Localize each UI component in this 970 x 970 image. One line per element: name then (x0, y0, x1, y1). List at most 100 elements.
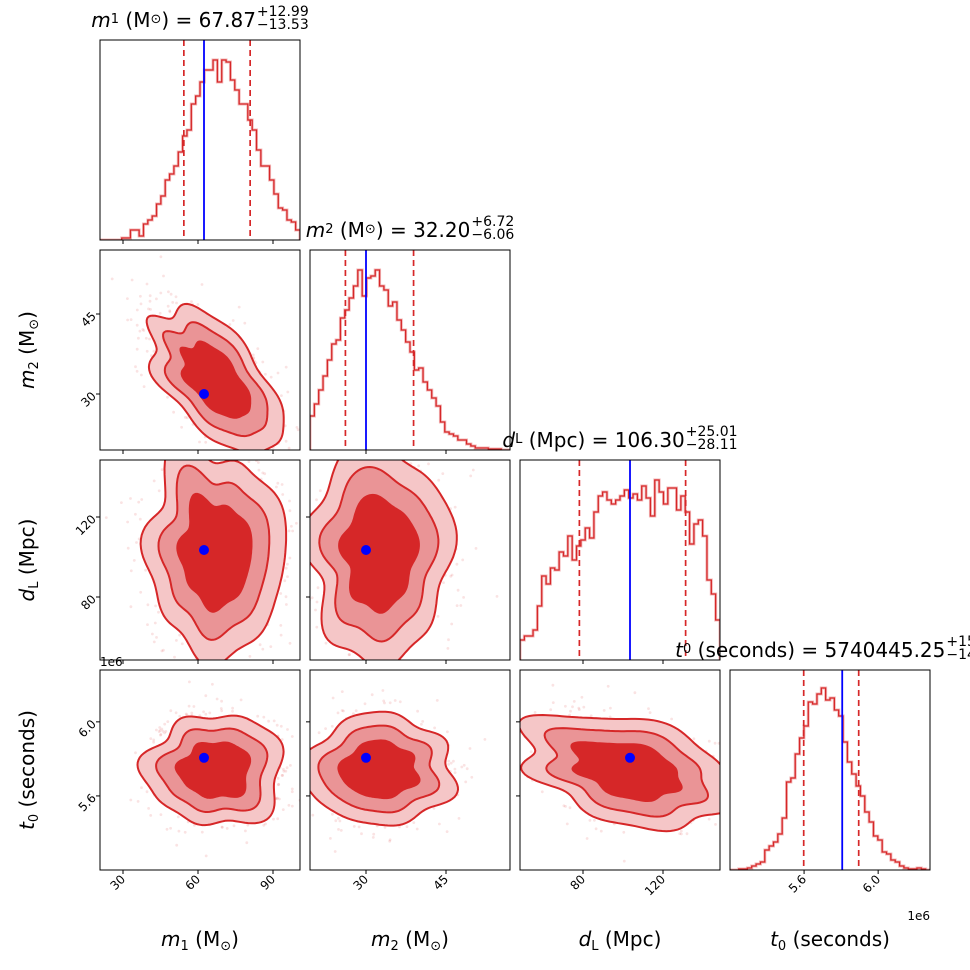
param-symbol: t (770, 927, 778, 951)
sample-point (262, 715, 266, 719)
sample-point (158, 726, 162, 729)
sample-point (588, 819, 592, 822)
sample-point (447, 759, 451, 763)
sample-point (221, 663, 224, 666)
sample-point (348, 653, 351, 656)
sample-point (551, 683, 555, 687)
histogram-m1 (100, 59, 300, 240)
sample-point (228, 323, 232, 326)
sample-point (743, 811, 746, 814)
sample-point (465, 767, 469, 771)
sample-point (348, 441, 351, 444)
sample-point (286, 575, 289, 578)
param-symbol: d (15, 588, 39, 602)
sample-point (132, 559, 136, 562)
title-t0: t0 (seconds) = 5740445.25+155−142 (675, 635, 970, 663)
sample-point (333, 850, 337, 853)
sample-point (738, 806, 741, 809)
sample-point (174, 295, 178, 299)
contour-panel-m1-m2: 30 45 (78, 249, 301, 454)
sample-point (159, 733, 163, 736)
sample-point (568, 806, 572, 810)
sample-point (304, 800, 307, 803)
sample-point (721, 785, 724, 788)
sample-point (248, 655, 252, 658)
sample-point (195, 679, 198, 682)
sample-point (135, 308, 139, 312)
sample-point (138, 329, 142, 333)
sample-point (204, 854, 208, 858)
sample-point (419, 451, 422, 454)
sample-point (315, 625, 319, 629)
x-axis-label-m1: m1 (M⊙) (161, 929, 239, 953)
sample-point (147, 807, 150, 810)
panel-frame (519, 459, 721, 661)
sample-point (258, 643, 262, 647)
sample-point (169, 826, 172, 830)
y-tick-label: 80 (78, 592, 99, 613)
sample-point (287, 803, 291, 807)
sample-point (185, 713, 189, 717)
sample-point (261, 471, 265, 475)
sample-point (745, 815, 748, 818)
sample-point (417, 464, 421, 468)
sample-point (450, 622, 454, 626)
sample-point (291, 529, 294, 533)
param-symbol: m (305, 218, 326, 242)
sample-point (810, 801, 813, 804)
y-tick-label: 5.6 (76, 791, 99, 814)
param-subscript: 0 (777, 939, 787, 954)
sample-point (385, 441, 388, 444)
sample-point (731, 810, 734, 813)
sample-point (291, 767, 294, 770)
sample-point (295, 426, 299, 429)
sample-point (175, 639, 178, 642)
sample-point (184, 712, 188, 716)
sample-point (452, 759, 455, 763)
param-unit: (seconds) (15, 710, 39, 808)
sample-point (276, 481, 280, 485)
panel-frame (309, 669, 511, 871)
sample-point (571, 705, 574, 709)
sample-point (168, 309, 172, 313)
sample-point (438, 822, 441, 826)
sample-point (200, 712, 203, 715)
sample-point (279, 624, 283, 627)
sample-point (306, 581, 309, 584)
sample-point (165, 827, 169, 831)
title-value: 67.87 (198, 8, 256, 32)
sample-point (302, 751, 305, 754)
sample-point (279, 724, 283, 728)
x-tick-label: 30 (350, 872, 371, 893)
sample-point (462, 596, 465, 599)
sample-point (300, 766, 303, 769)
param-unit-close: ) (161, 8, 170, 32)
sample-point (104, 516, 108, 519)
truth-point (199, 389, 209, 399)
sample-point (200, 444, 203, 447)
sample-point (303, 773, 306, 776)
sample-point (149, 308, 152, 311)
sample-point (192, 690, 195, 693)
sample-point (714, 823, 717, 826)
sample-point (436, 615, 440, 618)
sample-point (292, 452, 295, 455)
sample-point (152, 740, 155, 744)
sample-point (288, 499, 291, 503)
sample-point (330, 724, 334, 728)
param-unit: (M (405, 927, 431, 951)
sample-point (329, 837, 332, 840)
param-unit: (M (339, 218, 365, 242)
sample-point (295, 521, 298, 525)
sample-point (187, 704, 191, 708)
sample-point (146, 623, 149, 626)
sample-point (421, 447, 424, 450)
sample-point (176, 447, 179, 450)
sample-point (281, 808, 285, 811)
sample-point (359, 416, 362, 419)
panel-frame (309, 459, 511, 661)
y-axis-label-t0: t0 (seconds) (15, 710, 42, 830)
sample-point (713, 741, 717, 745)
sample-point (514, 793, 517, 796)
sample-point (348, 452, 351, 455)
